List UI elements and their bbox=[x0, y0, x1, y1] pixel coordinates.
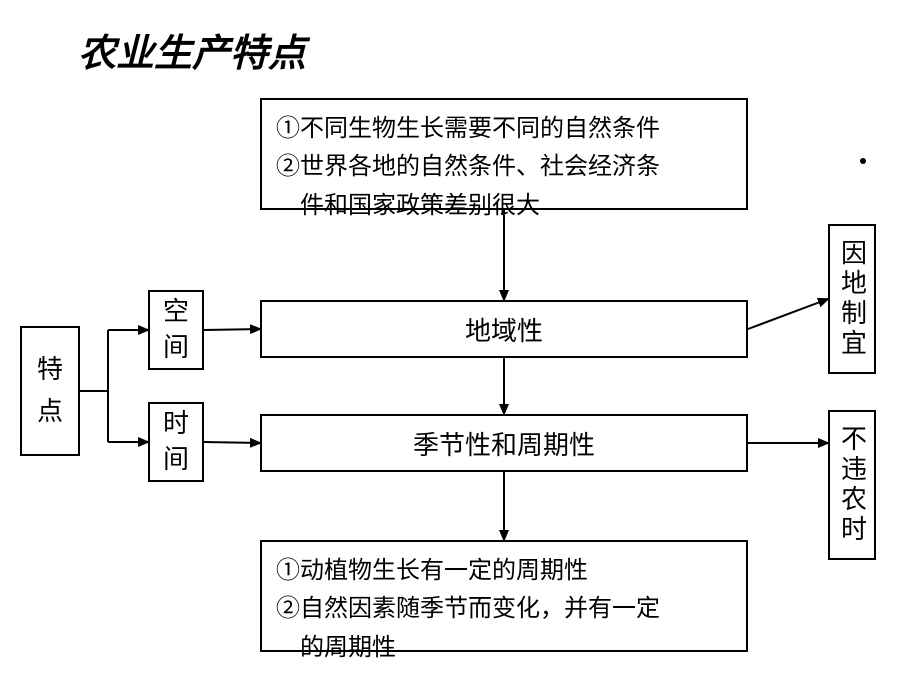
top-reasons-line1: ①不同生物生长需要不同的自然条件 bbox=[276, 110, 732, 148]
node-seasonality: 季节性和周期性 bbox=[260, 414, 748, 472]
node-farming-season: 不违农时 bbox=[828, 410, 876, 560]
node-time-label: 时间 bbox=[163, 406, 189, 479]
top-reasons-box: ①不同生物生长需要不同的自然条件 ②世界各地的自然条件、社会经济条 件和国家政策… bbox=[260, 98, 748, 210]
bottom-reasons-line2b: 的周期性 bbox=[276, 629, 732, 667]
node-regionality: 地域性 bbox=[260, 300, 748, 358]
stray-dot bbox=[860, 158, 866, 164]
node-time: 时间 bbox=[148, 402, 204, 482]
bottom-reasons-box: ①动植物生长有一定的周期性 ②自然因素随季节而变化，并有一定 的周期性 bbox=[260, 540, 748, 652]
node-characteristic-label: 特点 bbox=[37, 349, 63, 432]
node-characteristic: 特点 bbox=[20, 326, 80, 456]
node-seasonality-label: 季节性和周期性 bbox=[413, 425, 595, 462]
node-space-label: 空间 bbox=[163, 294, 189, 367]
node-regionality-label: 地域性 bbox=[465, 311, 543, 348]
node-space: 空间 bbox=[148, 290, 204, 370]
bottom-reasons-line1: ①动植物生长有一定的周期性 bbox=[276, 552, 732, 590]
node-farming-season-label: 不违农时 bbox=[834, 425, 871, 545]
node-adapt-local: 因地制宜 bbox=[828, 224, 876, 374]
top-reasons-line2a: ②世界各地的自然条件、社会经济条 bbox=[276, 148, 732, 186]
top-reasons-line2b: 件和国家政策差别很大 bbox=[276, 187, 732, 225]
bottom-reasons-line2a: ②自然因素随季节而变化，并有一定 bbox=[276, 590, 732, 628]
page-title: 农业生产特点 bbox=[78, 22, 306, 77]
node-adapt-local-label: 因地制宜 bbox=[834, 239, 871, 359]
